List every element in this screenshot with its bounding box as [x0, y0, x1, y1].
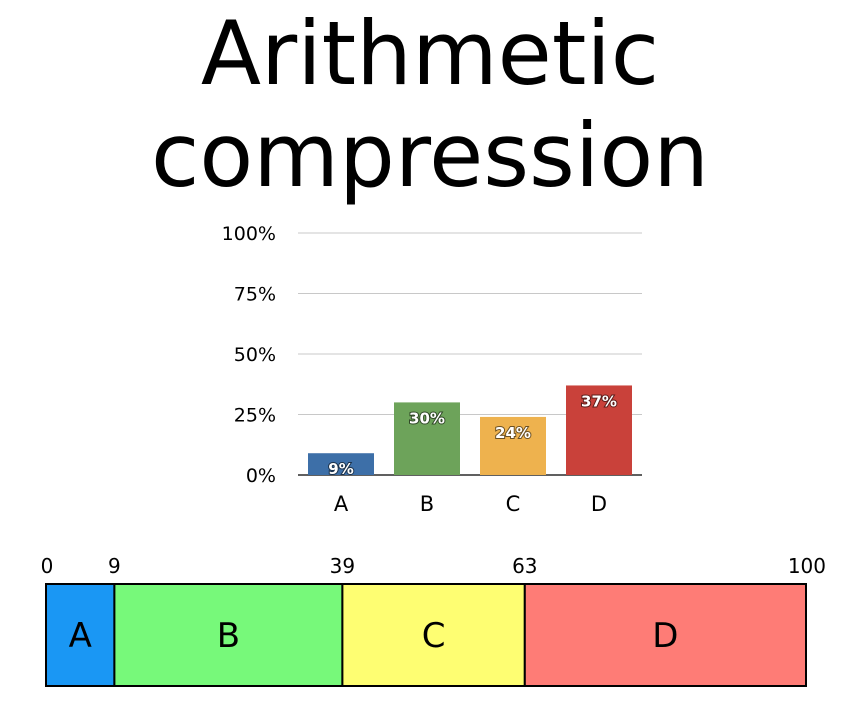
bar-chart: 0% 25% 50% 75% 100% 9% A 30% B 24% C 37% D — [222, 223, 642, 516]
boundary-label: 63 — [512, 554, 537, 578]
x-tick-label: A — [334, 492, 349, 516]
title-line-2: compression — [151, 104, 709, 207]
bar-D — [566, 385, 632, 475]
segment-label: D — [652, 616, 678, 656]
y-tick-label: 100% — [222, 223, 276, 245]
bar-C — [480, 416, 546, 475]
boundary-label: 0 — [41, 554, 54, 578]
segment-label: C — [422, 616, 446, 656]
x-tick-label: C — [506, 492, 521, 516]
y-tick-label: 50% — [234, 344, 276, 366]
x-tick-label: D — [591, 492, 607, 516]
interval-bar: A B C D 0 9 39 63 100 — [41, 554, 826, 687]
boundary-label: 100 — [788, 554, 826, 578]
segment-label: A — [69, 616, 92, 656]
segment-label: B — [217, 616, 240, 656]
data-label: 37% — [581, 392, 617, 410]
y-tick-label: 0% — [246, 465, 276, 487]
segment-D — [523, 583, 807, 687]
y-tick-label: 25% — [234, 405, 276, 427]
boundary-label: 9 — [108, 554, 121, 578]
title-line-1: Arithmetic — [200, 2, 660, 105]
data-label: 30% — [409, 409, 445, 427]
segment-A — [45, 583, 116, 687]
segment-B — [113, 583, 344, 687]
boundary-label: 39 — [330, 554, 355, 578]
x-tick-label: B — [420, 492, 434, 516]
bar-B — [394, 402, 460, 475]
segment-C — [341, 583, 526, 687]
y-tick-label: 75% — [234, 284, 276, 306]
bar-A — [308, 453, 374, 475]
data-label: 9% — [328, 460, 353, 478]
data-label: 24% — [495, 424, 531, 442]
